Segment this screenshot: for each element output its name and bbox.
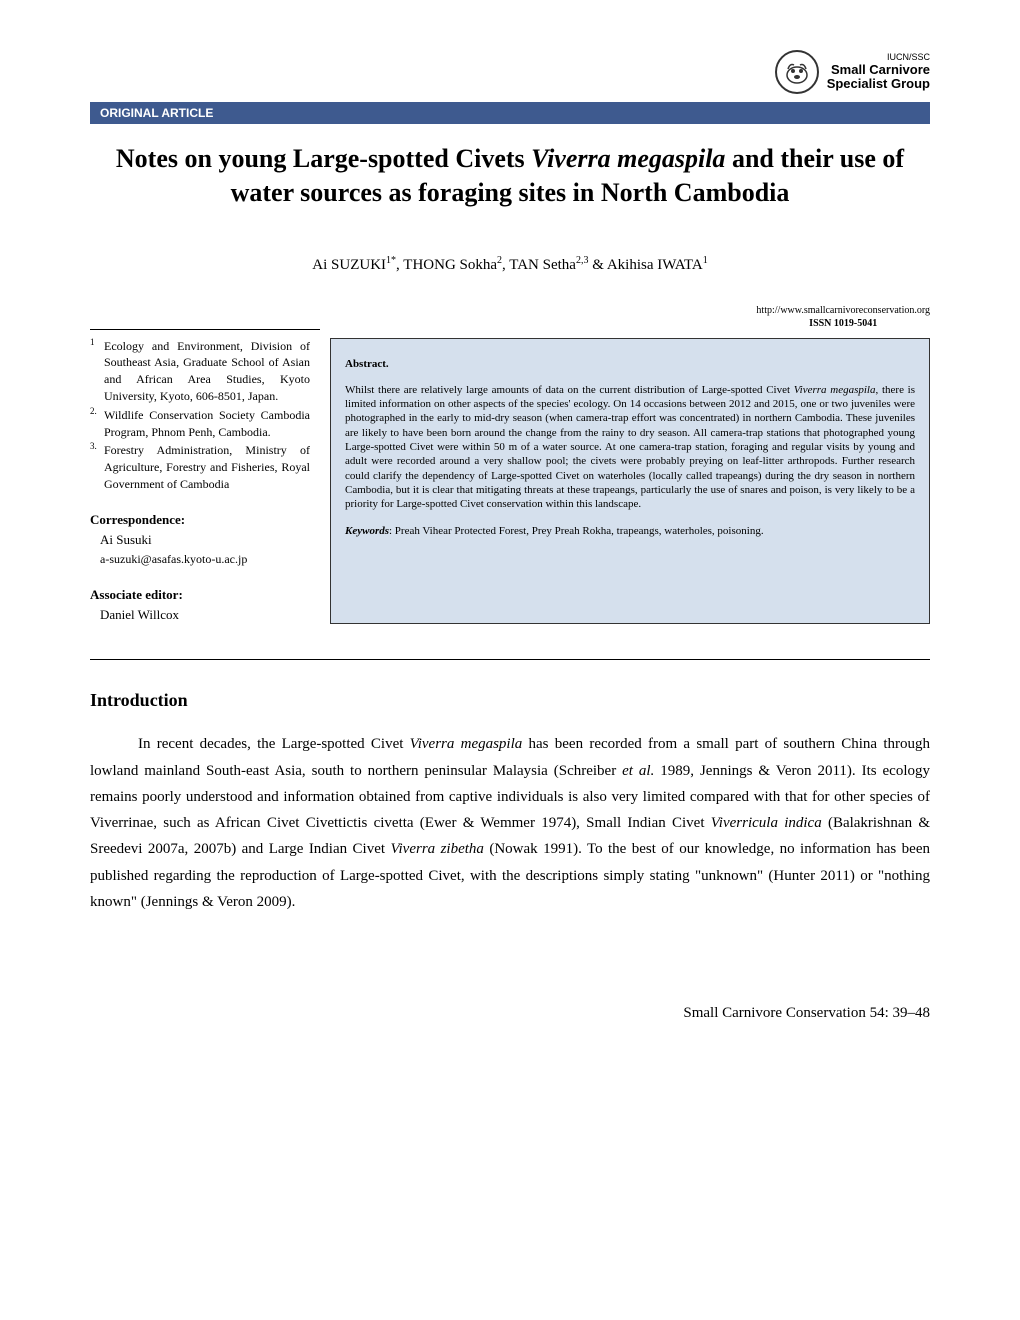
keywords-label: Keywords [345,525,389,537]
abstract-i1: Viverra megaspila [794,384,876,396]
author-3: TAN Setha [509,257,576,273]
intro-i3: Viverricula indica [711,815,822,831]
author-4: Akihisa IWATA [607,257,703,273]
associate-editor-name: Daniel Willcox [100,606,310,624]
logo-line3: Specialist Group [827,77,930,91]
associate-editor-heading: Associate editor: [90,586,310,604]
intro-i2: et al. [622,763,654,779]
introduction-heading: Introduction [90,690,930,711]
abstract-box: Abstract. Whilst there are relatively la… [330,338,930,625]
authors-line: Ai SUZUKI1*, THONG Sokha2, TAN Setha2,3 … [90,255,930,274]
left-column: 1 Ecology and Environment, Division of S… [90,338,310,625]
keywords-text: : Preah Vihear Protected Forest, Prey Pr… [389,525,764,537]
title-part1: Notes on young Large-spotted Civets [116,144,531,173]
intro-i1: Viverra megaspila [410,736,523,752]
title-italic: Viverra megaspila [531,144,725,173]
introduction-paragraph: In recent decades, the Large-spotted Civ… [90,731,930,915]
affiliations: 1 Ecology and Environment, Division of S… [90,338,310,493]
correspondence-email: a-suzuki@asafas.kyoto-u.ac.jp [100,551,310,568]
correspondence-heading: Correspondence: [90,511,310,529]
aff-2-text: Wildlife Conservation Society Cambodia P… [104,407,310,441]
aff-2-num: 2. [90,405,104,439]
aff-1-num: 1 [90,336,104,403]
meta-divider-line [90,329,320,330]
abstract-heading: Abstract. [345,357,915,371]
section-divider [90,659,930,660]
logo-line2: Small Carnivore [827,63,930,77]
affiliation-1: 1 Ecology and Environment, Division of S… [90,338,310,405]
abstract-text: Whilst there are relatively large amount… [345,383,915,512]
author-2-sup: 2 [497,255,502,266]
page-footer: Small Carnivore Conservation 54: 39–48 [90,1005,930,1022]
correspondence-name: Ai Susuki [100,531,310,549]
article-title: Notes on young Large-spotted Civets Vive… [90,142,930,210]
meta-right: http://www.smallcarnivoreconservation.or… [756,304,930,330]
author-1: Ai SUZUKI [312,257,386,273]
abstract-p1: Whilst there are relatively large amount… [345,384,794,396]
journal-url: http://www.smallcarnivoreconservation.or… [756,304,930,317]
aff-3-num: 3. [90,440,104,490]
aff-1-text: Ecology and Environment, Division of Sou… [104,338,310,405]
author-2: THONG Sokha [403,257,497,273]
abstract-p2: , there is limited information on other … [345,384,915,510]
logo-icon [775,50,819,94]
intro-i4: Viverra zibetha [390,841,483,857]
meta-row: http://www.smallcarnivoreconservation.or… [90,304,930,330]
issn: ISSN 1019-5041 [756,317,930,330]
affiliation-3: 3. Forestry Administration, Ministry of … [90,442,310,492]
header-logo: IUCN/SSC Small Carnivore Specialist Grou… [90,50,930,94]
article-type-tag: ORIGINAL ARTICLE [90,102,930,124]
author-4-sup: 1 [703,255,708,266]
intro-p1-1: In recent decades, the Large-spotted Civ… [138,736,410,752]
aff-3-text: Forestry Administration, Ministry of Agr… [104,442,310,492]
keywords: Keywords: Preah Vihear Protected Forest,… [345,524,915,538]
affiliation-2: 2. Wildlife Conservation Society Cambodi… [90,407,310,441]
author-3-sup: 2,3 [576,255,589,266]
logo-text: IUCN/SSC Small Carnivore Specialist Grou… [827,53,930,91]
author-1-sup: 1* [386,255,396,266]
two-column-section: 1 Ecology and Environment, Division of S… [90,338,930,625]
